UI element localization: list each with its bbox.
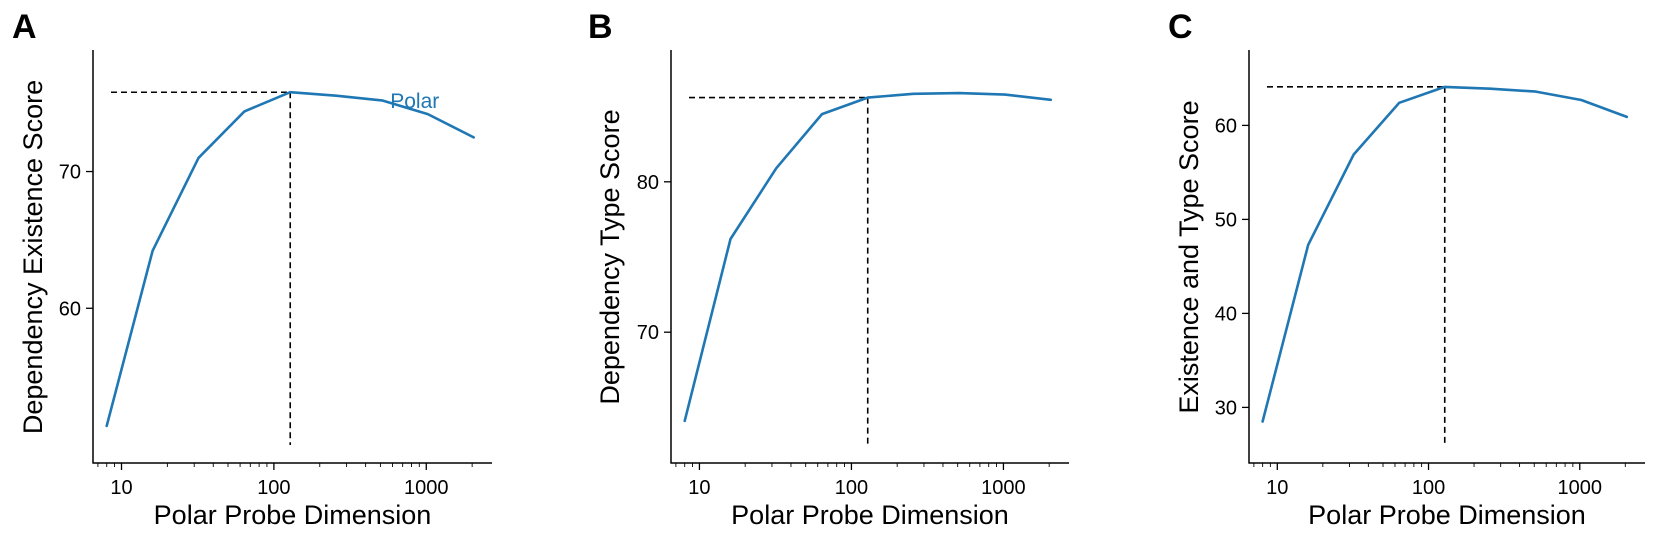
- x-tick-label: 10: [688, 477, 710, 499]
- x-tick-label: 1000: [404, 477, 449, 499]
- y-tick-label: 60: [59, 298, 81, 320]
- x-tick-label: 10: [1266, 477, 1288, 499]
- x-axis-label: Polar Probe Dimension: [154, 500, 432, 530]
- x-tick-label: 100: [1412, 477, 1445, 499]
- x-axis-label: Polar Probe Dimension: [731, 500, 1009, 530]
- series-line: [105, 90, 476, 428]
- panel-b-plot: 10 100 1000 70 80 Polar Probe Dimension Depend…: [595, 50, 1069, 530]
- y-tick-label: 50: [1215, 209, 1237, 231]
- y-tick-label: 80: [637, 172, 659, 194]
- x-tick-label: 10: [110, 477, 132, 499]
- series-label: Polar: [390, 90, 439, 113]
- y-tick-label: 70: [637, 322, 659, 344]
- panel-a-letter: A: [12, 8, 37, 46]
- panel-c-plot: 10 100 1000 30 40 50 60 Polar Probe Dimension Ex…: [1174, 50, 1645, 530]
- y-axis-label: Dependency Existence Score: [18, 80, 48, 434]
- series-line: [1261, 85, 1629, 423]
- panel-b-letter: B: [588, 8, 613, 46]
- y-axis-label: Dependency Type Score: [595, 109, 625, 404]
- y-axis-label: Existence and Type Score: [1174, 100, 1204, 413]
- panel-c-letter: C: [1168, 8, 1193, 46]
- panel-b: B 10 100 1000 70 80 Polar Probe Dimension Depe…: [588, 8, 1069, 530]
- y-tick-label: 30: [1215, 397, 1237, 419]
- x-axis-label: Polar Probe Dimension: [1308, 500, 1586, 530]
- series-line: [683, 91, 1053, 423]
- x-tick-label: 1000: [1558, 477, 1603, 499]
- y-tick-label: 40: [1215, 303, 1237, 325]
- x-tick-label: 1000: [981, 477, 1026, 499]
- panel-a: A 10 100 1000 60 70 Polar Probe Dimension Depe…: [12, 8, 492, 530]
- panel-c: C 10 100 1000 30 40 50 60 Polar Probe Dimension…: [1168, 8, 1645, 530]
- y-tick-label: 70: [59, 162, 81, 184]
- x-tick-label: 100: [257, 477, 290, 499]
- panel-a-plot: 10 100 1000 60 70 Polar Probe Dimension Depend…: [18, 50, 492, 530]
- y-tick-label: 60: [1215, 115, 1237, 137]
- x-tick-label: 100: [835, 477, 868, 499]
